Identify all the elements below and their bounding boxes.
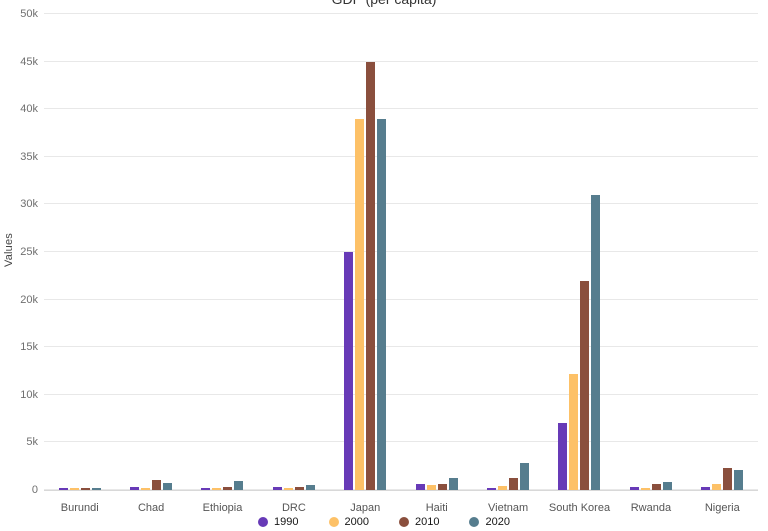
x-axis-label: Ethiopia [202, 502, 243, 514]
y-tick-label: 25k [20, 246, 38, 258]
bar-group-ethiopia: Ethiopia [187, 14, 258, 514]
legend-label: 2010 [415, 516, 440, 528]
bar-group-drc: DRC [258, 14, 329, 514]
bar-1990-nigeria[interactable] [701, 487, 711, 490]
y-tick-label: 20k [20, 293, 38, 306]
y-tick-label: 50k [20, 8, 38, 20]
legend-label: 1990 [274, 516, 299, 528]
bar-2010-burundi[interactable] [80, 487, 90, 490]
y-tick-label: 30k [20, 198, 38, 211]
bar-group-nigeria: Nigeria [687, 14, 758, 514]
bar-2010-south-korea[interactable] [580, 280, 590, 490]
gridline [44, 13, 758, 14]
bar-1990-drc[interactable] [272, 487, 282, 490]
bar-1990-south-korea[interactable] [558, 423, 568, 490]
y-tick-label: 45k [20, 55, 38, 68]
bar-2010-japan[interactable] [366, 61, 376, 490]
bar-2000-south-korea[interactable] [569, 373, 579, 490]
legend: 1990 2000 2010 2020 [0, 516, 768, 528]
bar-2010-ethiopia[interactable] [223, 487, 233, 490]
bar-2000-japan[interactable] [355, 118, 365, 490]
bar-2000-drc[interactable] [283, 487, 293, 490]
legend-item-2020[interactable]: 2020 [469, 516, 510, 528]
legend-item-2000[interactable]: 2000 [328, 516, 369, 528]
gridline [44, 298, 758, 300]
legend-swatch-1990 [258, 517, 269, 527]
bar-2010-chad[interactable] [152, 480, 162, 490]
bar-1990-burundi[interactable] [58, 488, 68, 490]
chart-title: GDP (per capita) [0, 0, 768, 7]
x-axis-label: Rwanda [630, 502, 672, 514]
gridline [44, 489, 758, 490]
bar-2010-nigeria[interactable] [723, 468, 733, 490]
gridline [44, 251, 758, 252]
bar-2020-ethiopia[interactable] [234, 481, 244, 490]
bar-2020-chad[interactable] [163, 483, 173, 490]
bar-group-rwanda: Rwanda [615, 14, 686, 514]
bar-2000-ethiopia[interactable] [212, 488, 222, 490]
bar-2000-rwanda[interactable] [640, 488, 650, 490]
legend-item-2010[interactable]: 2010 [399, 516, 439, 528]
legend-swatch-2000 [328, 517, 339, 527]
bar-2000-vietnam[interactable] [498, 485, 508, 490]
bar-2010-vietnam[interactable] [509, 477, 519, 490]
gridline [44, 203, 758, 205]
bar-2010-rwanda[interactable] [651, 484, 661, 490]
gridline [44, 108, 758, 110]
legend-swatch-2020 [469, 517, 480, 527]
gridline [44, 155, 758, 157]
plot-area: 0 5k 10k 15k 20k 25k 30k 35k 40k 45k 50k Burundi Cha… [20, 8, 758, 514]
bar-2000-burundi[interactable] [69, 488, 79, 490]
bar-1990-vietnam[interactable] [487, 488, 497, 490]
bar-group-south-korea: South Korea [544, 14, 615, 514]
y-tick-label: 0 [31, 484, 38, 496]
bar-group-japan: Japan [330, 14, 401, 514]
x-axis-label: Burundi [60, 502, 99, 514]
bar-2020-japan[interactable] [377, 118, 387, 490]
bar-2010-haiti[interactable] [437, 484, 447, 490]
gridline [44, 60, 758, 62]
bar-1990-japan[interactable] [344, 252, 354, 490]
bar-1990-rwanda[interactable] [629, 487, 639, 490]
gridline [44, 346, 758, 348]
y-tick-label: 15k [20, 341, 38, 354]
x-axis-label: Japan [350, 502, 381, 514]
bar-2020-drc[interactable] [305, 484, 315, 490]
bar-2020-haiti[interactable] [448, 477, 458, 490]
bar-2020-nigeria[interactable] [734, 470, 744, 490]
x-axis-label: Nigeria [704, 502, 740, 514]
bar-group-vietnam: Vietnam [472, 14, 543, 514]
legend-swatch-2010 [399, 517, 409, 527]
x-axis-label: DRC [281, 502, 306, 514]
bar-group-burundi: Burundi [44, 14, 115, 514]
bar-1990-ethiopia[interactable] [201, 488, 211, 490]
legend-label: 2000 [344, 516, 369, 528]
gridline [44, 393, 758, 395]
legend-label: 2020 [485, 516, 510, 528]
bar-2020-south-korea[interactable] [591, 194, 601, 490]
bar-2000-chad[interactable] [141, 488, 151, 490]
bar-2000-nigeria[interactable] [712, 484, 722, 490]
legend-item-1990[interactable]: 1990 [258, 516, 299, 528]
bar-1990-chad[interactable] [130, 487, 140, 490]
y-tick-label: 5k [26, 436, 38, 449]
x-axis-label: South Korea [548, 502, 611, 514]
y-tick-label: 40k [20, 103, 38, 116]
x-axis-label: Vietnam [488, 502, 529, 514]
x-axis-label: Haiti [425, 502, 448, 514]
bar-1990-haiti[interactable] [415, 484, 425, 490]
bar-2020-vietnam[interactable] [520, 463, 530, 490]
bar-2000-haiti[interactable] [426, 485, 436, 490]
bar-2010-drc[interactable] [294, 487, 304, 490]
y-tick-label: 35k [20, 150, 38, 163]
bar-group-chad: Chad [115, 14, 186, 514]
bar-2020-burundi[interactable] [91, 487, 101, 490]
gridline [44, 441, 758, 443]
bar-2020-rwanda[interactable] [662, 482, 672, 490]
bar-group-haiti: Haiti [401, 14, 472, 514]
x-axis-label: Chad [137, 502, 165, 514]
y-tick-label: 10k [20, 388, 38, 401]
